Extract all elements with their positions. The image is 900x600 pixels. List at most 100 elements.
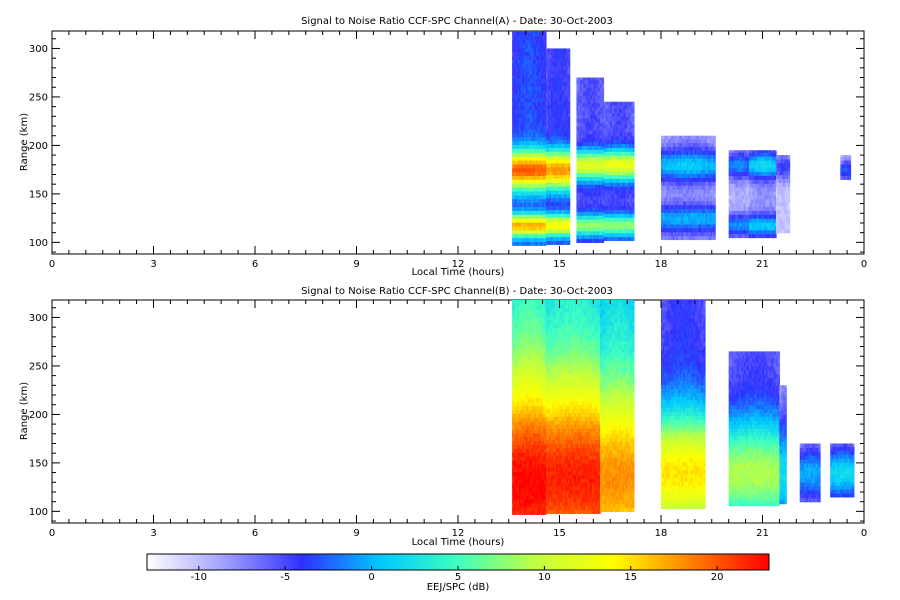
heatmap-cell (672, 223, 676, 229)
heatmap-cell (578, 149, 581, 154)
heatmap-cell (711, 216, 715, 221)
heatmap-cell (581, 94, 584, 100)
heatmap-cell (772, 167, 775, 173)
heatmap-cell (627, 182, 630, 187)
heatmap-cell (530, 82, 534, 87)
heatmap-cell (589, 172, 593, 178)
heatmap-cell (530, 74, 534, 80)
heatmap-cell (567, 193, 571, 199)
heatmap-cell (711, 161, 715, 167)
heatmap-cell (588, 226, 591, 232)
heatmap-cell (523, 241, 527, 246)
heatmap-cell (593, 141, 596, 147)
heatmap-cell (554, 50, 557, 55)
heatmap-cell (535, 202, 539, 208)
heatmap-cell (556, 213, 559, 218)
heatmap-cell (518, 233, 522, 239)
heatmap-cell (549, 127, 552, 133)
heatmap-cell (554, 158, 557, 164)
heatmap-cell (750, 163, 753, 169)
heatmap-cell (708, 189, 711, 194)
heatmap-cell (769, 198, 772, 204)
heatmap-cell (537, 187, 540, 192)
heatmap-cell (713, 216, 716, 221)
heatmap-cell (535, 132, 539, 138)
heatmap-cell (520, 121, 523, 126)
heatmap-cell (698, 135, 701, 140)
heatmap-cell (598, 122, 601, 127)
heatmap-cell (625, 116, 628, 121)
heatmap-cell (696, 161, 699, 167)
heatmap-cell (713, 223, 716, 229)
heatmap-cell (682, 189, 686, 194)
heatmap-cell (666, 142, 669, 147)
heatmap-cell (617, 205, 620, 210)
heatmap-cell (523, 82, 527, 87)
heatmap-cell (567, 81, 571, 86)
heatmap-cell (552, 143, 556, 148)
heatmap-cell (561, 81, 564, 86)
heatmap-cell (578, 203, 581, 209)
heatmap-cell (755, 225, 759, 231)
heatmap-cell (583, 106, 586, 112)
heatmap-cell (772, 198, 775, 204)
heatmap-cell (544, 214, 547, 219)
heatmap-cell (552, 69, 556, 75)
heatmap-cell (539, 229, 542, 235)
heatmap-cell (630, 228, 633, 234)
heatmap-cell (757, 152, 760, 157)
heatmap-cell (620, 158, 623, 164)
heatmap-cell (661, 185, 664, 190)
heatmap-cell (703, 235, 706, 241)
heatmap-cell (682, 158, 686, 163)
heatmap-cell (767, 229, 770, 235)
heatmap-cell (611, 135, 615, 141)
heatmap-cell (566, 232, 569, 238)
heatmap-cell (669, 216, 672, 221)
heatmap-cell (630, 139, 633, 145)
heatmap-cell (557, 120, 561, 125)
heatmap-cell (747, 183, 750, 188)
heatmap-cell (579, 195, 583, 201)
heatmap-cell (779, 182, 782, 187)
heatmap-cell (578, 230, 581, 236)
heatmap-cell (677, 158, 681, 163)
heatmap-cell (589, 184, 593, 189)
heatmap-cell (567, 151, 571, 156)
heatmap-cell (762, 206, 765, 211)
heatmap-cell (610, 228, 613, 234)
heatmap-cell (630, 131, 633, 137)
heatmap-cell (757, 175, 760, 180)
heatmap-cell (728, 222, 731, 227)
heatmap-cell (755, 150, 759, 153)
heatmap-cell (566, 213, 569, 218)
heatmap-cell (532, 159, 535, 165)
heatmap-cell (757, 167, 760, 173)
heatmap-cell (674, 181, 677, 186)
heatmap-cell (682, 220, 686, 225)
heatmap-cell (542, 214, 545, 219)
heatmap-cell (567, 100, 571, 106)
heatmap-cell (669, 185, 672, 190)
heatmap-cell (598, 114, 601, 119)
heatmap-cell (622, 151, 625, 156)
heatmap-cell (578, 106, 581, 112)
heatmap-cell (684, 150, 687, 155)
heatmap-cell (784, 155, 787, 160)
heatmap-cell (730, 187, 733, 192)
heatmap-cell (561, 131, 564, 137)
heatmap-cell (693, 204, 696, 210)
heatmap-cell (523, 163, 527, 169)
heatmap-cell (603, 201, 606, 207)
heatmap-cell (557, 201, 561, 207)
heatmap-cell (733, 233, 737, 239)
heatmap-cell (529, 94, 532, 99)
heatmap-cell (625, 147, 628, 152)
heatmap-cell (520, 163, 523, 169)
heatmap-cell (779, 228, 782, 234)
heatmap-cell (615, 147, 618, 152)
heatmap-cell (532, 183, 535, 188)
heatmap-cell (701, 185, 704, 190)
heatmap-cell (515, 74, 518, 80)
heatmap-cell (557, 240, 561, 245)
